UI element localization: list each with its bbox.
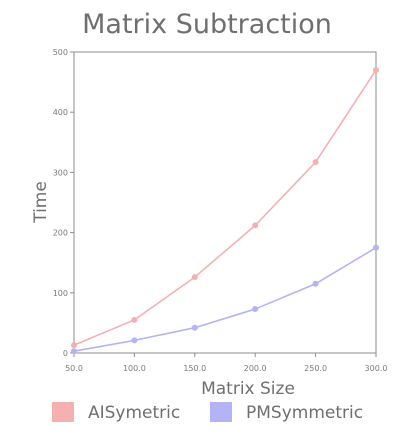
data-point-aisymetric	[191, 274, 198, 281]
series-line-aisymetric	[73, 69, 377, 346]
y-tick-label: 500	[53, 48, 68, 57]
y-tick-label: 200	[53, 229, 68, 238]
data-point-pmsymmetric	[252, 306, 259, 313]
legend-label-aisymetric: AISymetric	[88, 403, 180, 423]
data-point-pmsymmetric	[373, 244, 379, 251]
series-lines	[71, 67, 379, 355]
data-point-aisymetric	[131, 316, 138, 323]
y-tick-label: 0	[63, 349, 68, 358]
x-axis-label: Matrix Size	[201, 379, 295, 399]
x-tick-label: 200.0	[244, 364, 267, 373]
x-tick-label: 250.0	[304, 364, 327, 373]
y-tick-label: 100	[53, 289, 68, 298]
plot-frame	[73, 51, 377, 354]
data-point-pmsymmetric	[191, 324, 198, 331]
legend-label-pmsymmetric: PMSymmetric	[246, 403, 363, 423]
data-point-aisymetric	[71, 342, 77, 349]
legend: AISymetric PMSymmetric	[52, 402, 363, 423]
series-line-pmsymmetric	[73, 246, 377, 352]
data-point-aisymetric	[252, 222, 259, 229]
data-point-pmsymmetric	[131, 337, 138, 344]
legend-swatch-aisymetric	[52, 402, 74, 422]
data-point-aisymetric	[373, 67, 379, 74]
data-point-aisymetric	[312, 159, 319, 166]
y-axis-label: Time	[31, 181, 51, 224]
x-tick-label: 150.0	[183, 364, 206, 373]
y-tick-label: 300	[53, 168, 68, 177]
legend-swatch-pmsymmetric	[210, 402, 232, 422]
x-tick-label: 50.0	[65, 364, 83, 373]
y-tick-label: 400	[53, 108, 68, 117]
x-tick-label: 100.0	[123, 364, 146, 373]
chart-title: Matrix Subtraction	[82, 9, 332, 40]
data-point-pmsymmetric	[312, 280, 319, 287]
x-tick-label: 300.0	[365, 364, 388, 373]
x-axis-ticks: 50.0 100.0 150.0 200.0 250.0 300.0	[65, 353, 387, 373]
data-point-pmsymmetric	[71, 348, 77, 355]
y-axis-ticks: 0 100 200 300 400 500	[53, 48, 74, 358]
